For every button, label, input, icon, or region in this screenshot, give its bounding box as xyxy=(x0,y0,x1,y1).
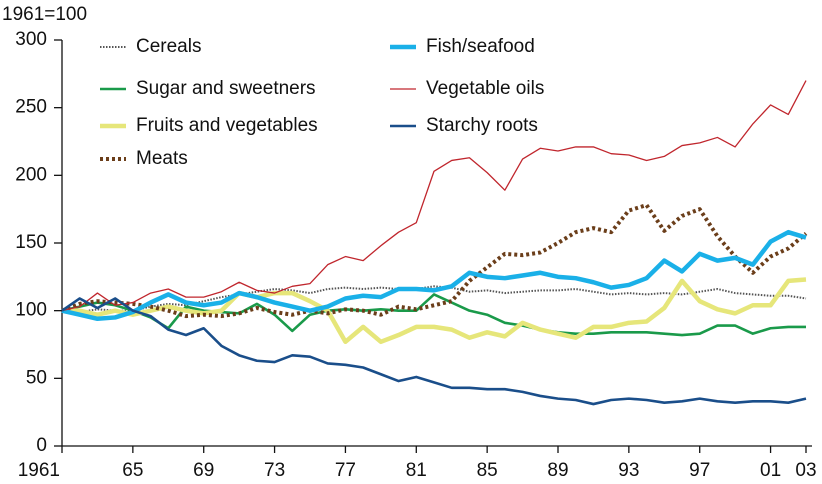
legend-label: Starchy roots xyxy=(426,115,538,136)
y-axis-label: 1961=100 xyxy=(2,4,87,25)
series-line xyxy=(61,229,807,322)
x-tick-label: 1961 xyxy=(18,460,60,481)
x-tick-label: 65 xyxy=(122,460,143,481)
legend-label: Cereals xyxy=(136,36,201,57)
y-tick-label: 150 xyxy=(15,232,47,253)
x-tick-label: 89 xyxy=(547,460,568,481)
x-tick-label: 01 xyxy=(760,460,781,481)
x-tick-label: 77 xyxy=(335,460,356,481)
series-line xyxy=(61,293,806,337)
x-tick-label: 69 xyxy=(193,460,214,481)
legend-label: Fish/seafood xyxy=(426,36,535,57)
y-tick-label: 100 xyxy=(15,300,47,321)
series-line xyxy=(61,285,807,314)
x-tick-label: 03 xyxy=(795,460,816,481)
y-tick-label: 50 xyxy=(26,367,47,388)
series-line xyxy=(61,203,808,319)
y-tick-label: 200 xyxy=(15,164,47,185)
y-tick-label: 300 xyxy=(15,29,47,50)
x-tick-label: 97 xyxy=(689,460,710,481)
legend-label: Meats xyxy=(136,148,188,169)
x-tick-label: 81 xyxy=(406,460,427,481)
y-tick-label: 0 xyxy=(36,435,47,456)
series-line xyxy=(61,297,807,406)
y-tick-label: 250 xyxy=(15,97,47,118)
legend-label: Vegetable oils xyxy=(426,78,544,99)
x-tick-label: 85 xyxy=(477,460,498,481)
series-line xyxy=(61,80,807,312)
legend-label: Fruits and vegetables xyxy=(136,115,318,136)
series-line xyxy=(62,277,807,345)
x-tick-label: 73 xyxy=(264,460,285,481)
x-tick-label: 93 xyxy=(618,460,639,481)
legend-label: Sugar and sweetners xyxy=(136,78,316,99)
